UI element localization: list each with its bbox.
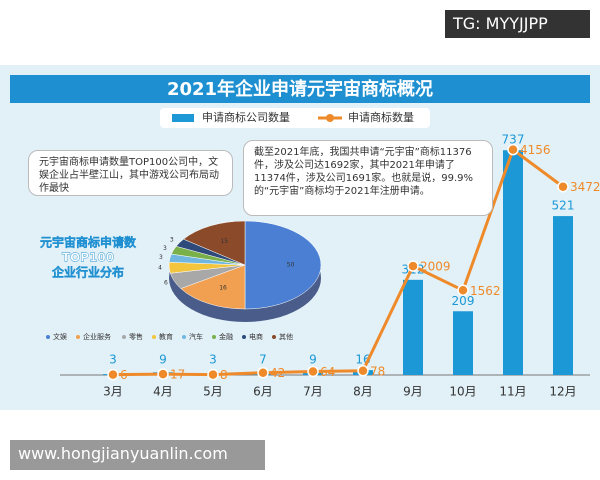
line-point [407, 260, 419, 272]
pie-legend-swatch [46, 335, 50, 339]
pie-label: 4 [158, 265, 162, 272]
line-point [107, 368, 119, 381]
pie-slice [244, 220, 322, 310]
line-point [307, 365, 319, 378]
pie-label: 6 [164, 280, 168, 287]
pie-legend-label: 企业服务 [83, 332, 111, 341]
bar [453, 311, 473, 375]
x-tick-label: 8月 [353, 385, 373, 399]
watermark: www.hongjianyuanlin.com [10, 440, 265, 470]
legend-box [160, 108, 430, 128]
pie-label: 3 [170, 236, 174, 243]
bar-label: 737 [502, 133, 525, 147]
line-label: 64 [320, 365, 335, 379]
pie-legend-label: 电商 [249, 332, 263, 341]
line-point [357, 365, 369, 377]
watermark: TG: MYYJJPP [445, 10, 590, 38]
line-point [207, 368, 219, 381]
pie-legend-label: 文娱 [53, 332, 67, 341]
line-point [457, 284, 469, 297]
bar-label: 9 [309, 353, 317, 367]
x-tick-label: 4月 [153, 385, 173, 399]
pie-slice [180, 264, 246, 310]
pie-legend-label: 汽车 [189, 332, 203, 341]
pie-label: 3 [163, 245, 167, 252]
pie-legend-swatch [122, 335, 126, 339]
legend-label: 申请商标数量 [348, 110, 414, 124]
line-label: 3472 [570, 180, 600, 194]
pie-legend-swatch [242, 335, 246, 339]
pie-label: 16 [219, 285, 227, 292]
pie-title: 元宇宙商标申请数 [40, 235, 137, 250]
pie-legend-swatch [152, 335, 156, 339]
title-banner [10, 75, 590, 103]
line-label: 8 [220, 368, 228, 382]
pie-label: 15 [220, 238, 228, 245]
pie-legend-swatch [212, 335, 216, 339]
x-tick-label: 6月 [253, 385, 273, 399]
pie-title: 企业行业分布 [51, 265, 124, 280]
pie-title: TOP100 [62, 251, 114, 265]
line-point [257, 366, 269, 379]
line-label: 4156 [520, 143, 551, 157]
pie-legend-label: 零售 [129, 332, 143, 341]
x-tick-label: 12月 [549, 385, 576, 399]
x-tick-label: 3月 [103, 385, 123, 399]
bar-label: 3 [109, 353, 117, 367]
pie-slice [183, 220, 246, 266]
bar [403, 279, 423, 375]
note: 元宇宙商标申请数量TOP100公司中，文娱企业占半壁江山，其中游戏公司布局动作最… [28, 150, 233, 196]
bar-label: 9 [159, 353, 167, 367]
line-label: 42 [270, 366, 285, 380]
pie-legend-swatch [272, 335, 276, 339]
line-label: 78 [370, 364, 385, 378]
line [112, 147, 564, 377]
bar-label: 7 [259, 353, 267, 367]
x-tick-label: 7月 [303, 385, 323, 399]
pie-legend-swatch [182, 335, 186, 339]
note: 截至2021年底，我国共申请“元宇宙”商标11376件，涉及公司达1692家，其… [243, 140, 493, 216]
title: 2021年企业申请元宇宙商标概况 [167, 78, 433, 100]
pie-label: 3 [159, 254, 163, 261]
legend-swatch [172, 114, 194, 122]
bar-label: 521 [552, 199, 575, 213]
line-label: 6 [120, 368, 128, 382]
legend-swatch [326, 114, 334, 122]
bar-label: 209 [452, 294, 475, 308]
line-label: 2009 [420, 260, 451, 274]
pie-legend-label: 金融 [219, 332, 233, 341]
x-tick-label: 5月 [203, 385, 223, 399]
x-tick-label: 11月 [499, 385, 526, 399]
pie-legend-label: 教育 [159, 332, 173, 341]
pie-legend-swatch [76, 335, 80, 339]
bar-label: 3 [209, 353, 217, 367]
bar [553, 216, 573, 375]
line-point [157, 368, 169, 380]
x-tick-label: 10月 [449, 385, 476, 399]
bar [503, 150, 523, 375]
line-label: 17 [170, 368, 185, 382]
pie-legend-label: 其他 [279, 332, 293, 341]
line-point [507, 143, 519, 156]
pie-label: 50 [287, 262, 295, 269]
legend-label: 申请商标公司数量 [202, 110, 290, 124]
line-label: 1562 [470, 284, 501, 298]
x-tick-label: 9月 [403, 385, 423, 399]
line-point [557, 180, 569, 193]
